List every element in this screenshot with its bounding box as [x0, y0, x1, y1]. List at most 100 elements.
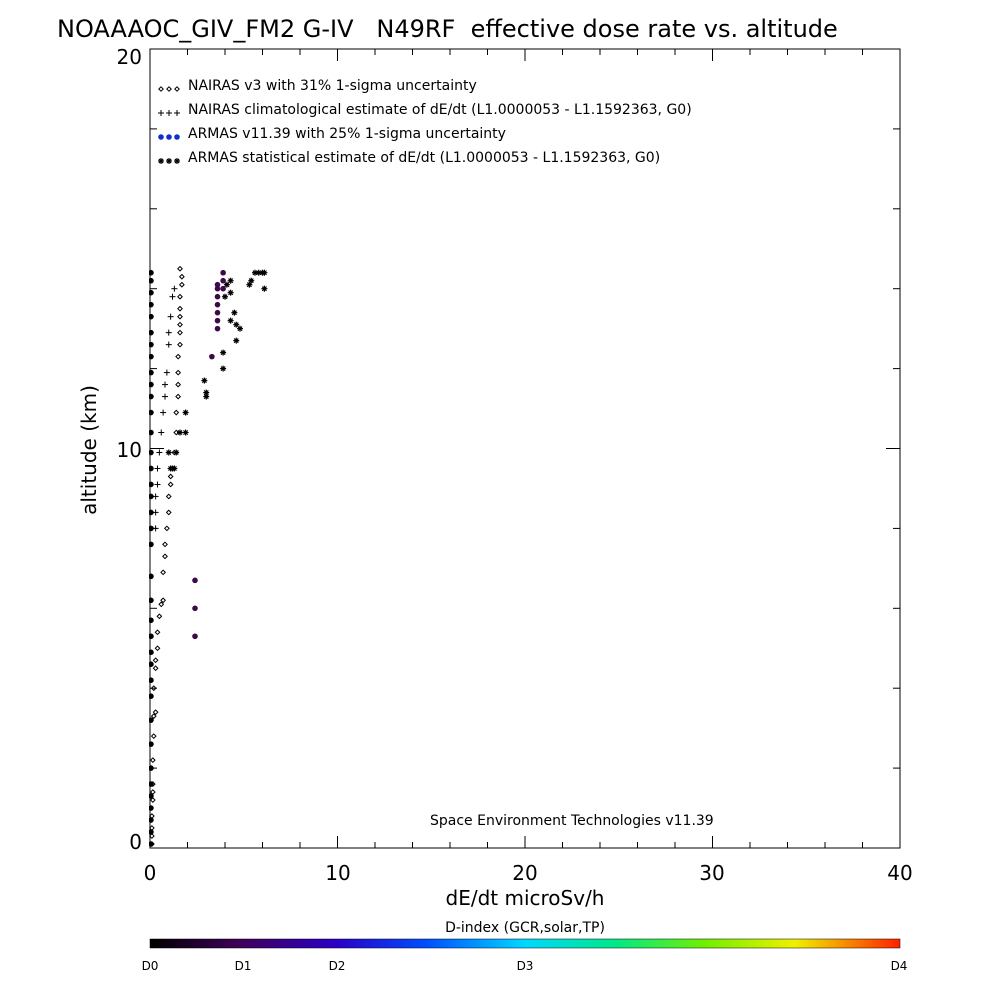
plus-marker — [166, 110, 172, 116]
asterisk-marker — [166, 158, 172, 164]
dot-marker — [149, 741, 154, 747]
dot-marker — [220, 277, 226, 284]
diamond-marker — [158, 601, 165, 608]
x-axis-label: dE/dt microSv/h — [446, 886, 605, 910]
dot-marker — [149, 289, 154, 296]
credit-text: Space Environment Technologies v11.39 — [430, 813, 714, 829]
dot-marker — [149, 633, 154, 640]
chart-title: NOAAAOC_GIV_FM2 G-IV N49RF effective dos… — [57, 15, 838, 43]
dot-marker — [214, 285, 221, 292]
x-tick-label: 10 — [325, 861, 350, 885]
dot-marker — [149, 429, 154, 436]
diamond-marker — [156, 613, 163, 620]
dot-marker — [214, 293, 221, 300]
dot-marker — [149, 481, 154, 488]
y-tick-label: 0 — [129, 830, 142, 854]
legend-symbols — [158, 86, 180, 164]
plus-marker — [167, 313, 174, 320]
dot-marker — [149, 841, 154, 847]
plus-marker — [165, 341, 172, 348]
diamond-marker — [152, 665, 159, 672]
dot-marker — [149, 781, 154, 787]
diamond-marker — [154, 645, 161, 652]
diamond-marker — [175, 393, 182, 400]
diamond-marker — [149, 797, 156, 803]
dot-marker — [149, 509, 154, 516]
asterisk-marker — [231, 309, 238, 316]
dot-marker — [192, 633, 198, 640]
asterisk-marker — [237, 325, 243, 332]
dot-marker — [166, 134, 172, 140]
diamond-marker — [174, 86, 180, 92]
diamond-marker — [160, 597, 167, 604]
legend-label: NAIRAS v3 with 31% 1-sigma uncertainty — [188, 78, 477, 94]
dot-marker — [149, 301, 154, 308]
diamond-marker — [152, 657, 159, 664]
dot-marker — [214, 325, 221, 332]
asterisk-marker — [261, 269, 268, 276]
asterisk-marker — [261, 285, 268, 292]
plus-marker — [174, 110, 180, 116]
diamond-marker — [162, 541, 168, 548]
dot-marker — [149, 793, 154, 799]
dot-marker — [149, 493, 154, 500]
plus-marker — [154, 465, 161, 472]
colorbar-title: D-index (GCR,solar,TP) — [445, 920, 605, 936]
asterisk-marker — [220, 349, 227, 356]
plus-marker — [158, 429, 165, 436]
dot-marker — [149, 449, 154, 456]
asterisk-marker — [233, 321, 240, 328]
asterisk-marker — [203, 393, 210, 400]
asterisk-marker — [158, 158, 164, 164]
diamond-marker — [150, 685, 157, 692]
diamond-marker — [177, 329, 183, 336]
plus-marker — [160, 409, 167, 416]
dot-marker — [149, 541, 154, 548]
dot-marker — [149, 393, 154, 400]
dot-marker — [149, 693, 154, 699]
dot-marker — [149, 649, 154, 656]
dot-marker — [149, 465, 154, 472]
diamond-marker — [165, 493, 172, 500]
dot-marker — [149, 805, 154, 811]
dot-marker — [149, 353, 154, 360]
diamond-marker — [152, 709, 159, 716]
diamond-marker — [166, 86, 172, 92]
plus-marker — [154, 481, 161, 488]
dot-marker — [149, 661, 154, 668]
asterisk-marker — [248, 277, 255, 284]
y-tick-label: 10 — [117, 438, 142, 462]
dot-marker — [220, 285, 226, 292]
colorbar-label: D1 — [235, 959, 252, 973]
asterisk-marker — [177, 429, 183, 436]
diamond-marker — [154, 629, 161, 636]
dot-marker — [174, 134, 180, 140]
dot-marker — [149, 829, 154, 835]
asterisk-marker — [227, 317, 234, 324]
diamond-marker — [149, 757, 156, 764]
diamond-marker — [177, 265, 183, 272]
x-tick-label: 0 — [144, 861, 157, 885]
asterisk-marker — [227, 289, 234, 296]
diamond-marker — [178, 273, 185, 280]
diamond-marker — [177, 321, 183, 328]
diamond-marker — [178, 281, 185, 288]
data-markers — [149, 265, 268, 847]
dot-marker — [149, 573, 154, 580]
asterisk-marker — [223, 281, 230, 288]
plus-marker — [162, 393, 168, 400]
legend-label: ARMAS v11.39 with 25% 1-sigma uncertaint… — [188, 126, 506, 142]
diamond-marker — [177, 341, 183, 348]
asterisk-marker — [182, 429, 189, 436]
asterisk-marker — [173, 449, 180, 456]
axis-ticks — [149, 48, 901, 849]
asterisk-marker — [165, 449, 172, 456]
dot-marker — [220, 269, 226, 276]
colorbar-label: D0 — [142, 959, 159, 973]
diamond-marker — [162, 553, 168, 560]
plus-marker — [169, 293, 176, 300]
asterisk-marker — [222, 293, 228, 300]
plus-marker — [156, 449, 163, 456]
dot-marker — [192, 605, 198, 612]
dot-marker — [214, 281, 221, 288]
